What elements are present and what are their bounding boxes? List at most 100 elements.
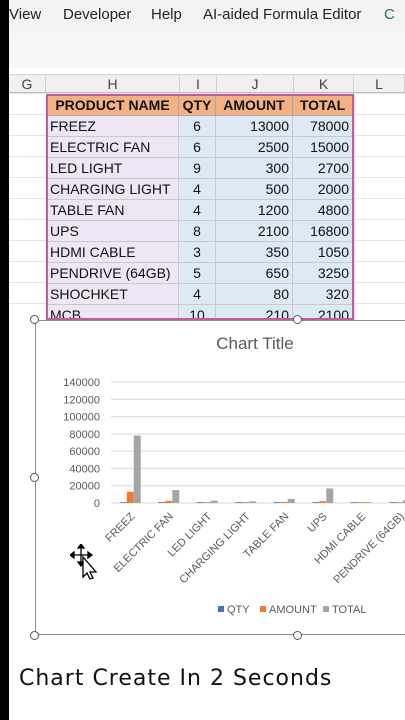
resize-handle-mid-left[interactable]	[30, 473, 39, 482]
header-product-name[interactable]: PRODUCT NAME	[46, 94, 179, 116]
table-row: FREEZ 6 13000 78000	[46, 115, 353, 137]
resize-handle-bottom-mid[interactable]	[293, 631, 302, 640]
cell-amount[interactable]: 500	[215, 178, 293, 200]
cell-product[interactable]: LED LIGHT	[46, 157, 179, 179]
cell-total[interactable]: 15000	[292, 136, 353, 158]
data-table: PRODUCT NAME QTY AMOUNT TOTAL FREEZ 6 1300…	[46, 94, 353, 326]
cell-qty[interactable]: 6	[178, 115, 216, 137]
bar-amount	[242, 502, 250, 503]
bar-amount	[319, 501, 327, 503]
cell-qty[interactable]: 9	[178, 157, 216, 179]
table-header-row: PRODUCT NAME QTY AMOUNT TOTAL	[46, 94, 353, 116]
ribbon-body	[9, 33, 405, 69]
cell-qty[interactable]: 4	[178, 283, 216, 305]
table-row: ELECTRIC FAN 6 2500 15000	[46, 136, 353, 158]
y-tick-label: 120000	[63, 394, 100, 406]
cell-amount[interactable]: 2100	[215, 220, 293, 242]
col-header-g[interactable]: G	[9, 75, 46, 93]
tab-help[interactable]: Help	[151, 6, 182, 23]
cell-amount[interactable]: 300	[215, 157, 293, 179]
bar-qty	[235, 502, 243, 503]
y-tick-label: 100000	[63, 412, 100, 424]
resize-handle-top-left[interactable]	[30, 315, 39, 324]
bar-qty	[273, 502, 281, 503]
cell-total[interactable]: 16800	[292, 220, 353, 242]
cell-total[interactable]: 320	[292, 283, 353, 305]
cell-qty[interactable]: 4	[178, 199, 216, 221]
cell-product[interactable]: FREEZ	[46, 115, 179, 137]
cell-total[interactable]: 78000	[292, 115, 353, 137]
cell-product[interactable]: TABLE FAN	[46, 199, 179, 221]
cell-total[interactable]: 2700	[292, 157, 353, 179]
y-tick-label: 20000	[69, 481, 100, 493]
cell-product[interactable]: HDMI CABLE	[46, 241, 179, 263]
cell-qty[interactable]: 8	[178, 220, 216, 242]
legend-label-total: TOTAL	[332, 604, 366, 616]
bar-qty	[119, 502, 127, 503]
bar-total	[133, 435, 141, 503]
legend-swatch-qty	[218, 606, 224, 612]
cell-qty[interactable]: 5	[178, 262, 216, 284]
cell-amount[interactable]: 2500	[215, 136, 293, 158]
legend-label-qty: QTY	[227, 604, 250, 616]
header-total[interactable]: TOTAL	[292, 94, 353, 116]
bar-qty	[158, 502, 166, 503]
cell-product[interactable]: UPS	[46, 220, 179, 242]
bar-total	[249, 501, 257, 503]
cell-product[interactable]: ELECTRIC FAN	[46, 136, 179, 158]
bar-amount	[203, 502, 211, 503]
cell-total[interactable]: 1050	[292, 241, 353, 263]
tab-cut-off[interactable]: C	[384, 6, 395, 23]
tab-developer[interactable]: Developer	[63, 6, 132, 23]
cell-amount[interactable]: 13000	[215, 115, 293, 137]
col-header-i[interactable]: I	[180, 75, 217, 93]
col-header-k[interactable]: K	[294, 75, 354, 93]
table-row: TABLE FAN 4 1200 4800	[46, 199, 353, 221]
bar-total	[172, 490, 180, 503]
chart-svg: Chart Title 0 20000 40000 60000 80000 100000 12…	[63, 334, 405, 616]
bar-qty	[350, 502, 358, 503]
chart-object[interactable]: Chart Title 0 20000 40000 60000 80000 100000 12…	[35, 320, 405, 635]
cell-amount[interactable]: 350	[215, 241, 293, 263]
video-caption: Chart Create In 2 Seconds	[19, 666, 333, 691]
col-header-h[interactable]: H	[46, 75, 180, 93]
tab-ai-formula-editor[interactable]: AI-aided Formula Editor	[203, 6, 362, 23]
x-tick-label: PENDRIVE (64GB)	[331, 511, 405, 586]
cell-qty[interactable]: 4	[178, 178, 216, 200]
cell-product[interactable]: PENDRIVE (64GB)	[46, 262, 179, 284]
cell-total[interactable]: 3250	[292, 262, 353, 284]
cell-amount[interactable]: 1200	[215, 199, 293, 221]
col-header-l[interactable]: L	[354, 75, 405, 93]
cell-amount[interactable]: 650	[215, 262, 293, 284]
cell-product[interactable]: CHARGING LIGHT	[46, 178, 179, 200]
bar-total	[364, 502, 372, 503]
bar-amount	[357, 502, 365, 503]
cell-total[interactable]: 4800	[292, 199, 353, 221]
resize-handle-top-mid[interactable]	[293, 315, 302, 324]
header-amount[interactable]: AMOUNT	[215, 94, 293, 116]
bar-qty	[389, 502, 397, 503]
table-row: SHOCHKET 4 80 320	[46, 283, 353, 305]
cell-product[interactable]: SHOCHKET	[46, 283, 179, 305]
header-qty[interactable]: QTY	[178, 94, 216, 116]
y-tick-label: 60000	[69, 446, 100, 458]
bar-total	[326, 488, 334, 503]
chart-title: Chart Title	[216, 334, 293, 353]
bar-qty	[196, 502, 204, 503]
bar-total	[210, 500, 218, 503]
table-row: UPS 8 2100 16800	[46, 220, 353, 242]
cell-qty[interactable]: 6	[178, 136, 216, 158]
ribbon-tabs: View Developer Help AI-aided Formula Edi…	[9, 0, 405, 33]
cell-qty[interactable]: 3	[178, 241, 216, 263]
cell-amount[interactable]: 80	[215, 283, 293, 305]
resize-handle-bottom-left[interactable]	[30, 631, 39, 640]
y-tick-label: 0	[94, 498, 100, 510]
bar-total	[287, 498, 295, 503]
formula-bar[interactable]	[9, 68, 405, 75]
x-tick-label: FREEZ	[103, 510, 137, 544]
col-header-j[interactable]: J	[217, 75, 294, 93]
tab-view[interactable]: View	[9, 6, 42, 23]
cell-total[interactable]: 2000	[292, 178, 353, 200]
bar-qty	[312, 502, 320, 503]
x-tick-label: UPS	[305, 511, 329, 535]
